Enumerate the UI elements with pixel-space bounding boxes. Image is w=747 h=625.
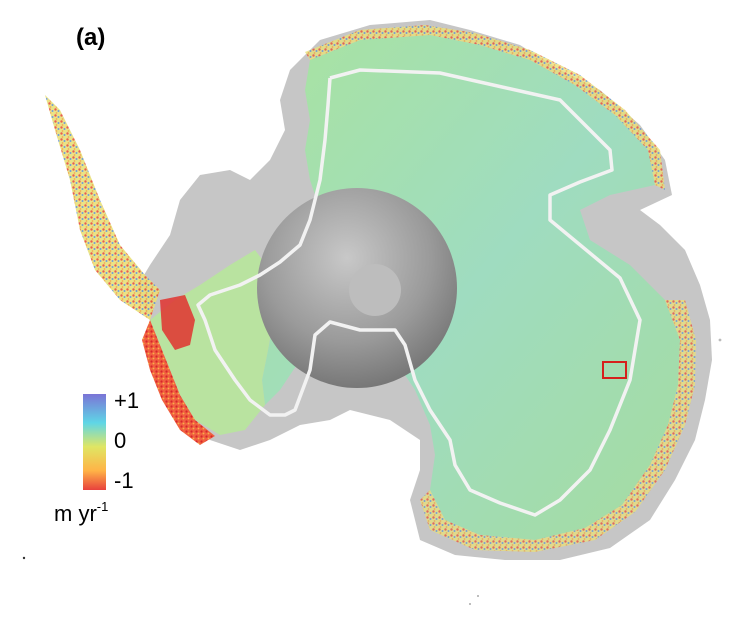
pole-inner-circle [349,264,401,316]
colorbar-units: m yr-1 [54,500,108,525]
amundsen-red-patch [160,295,195,350]
colorbar-min-label: -1 [114,468,134,493]
east-coast-speckle [305,25,665,190]
island-dot [477,595,479,597]
colorbar-gradient [83,394,106,490]
west-coast-red-thinning [142,320,215,445]
colorbar-units-base: m yr [54,501,97,526]
colorbar-units-exponent: -1 [96,499,109,514]
island-dot [718,338,722,342]
panel-label: (a) [76,24,106,51]
colorbar-mid-label: 0 [114,428,127,453]
region-selection-box [602,361,627,379]
colorbar [83,394,106,490]
antarctic-peninsula [45,95,160,320]
island-dot [22,556,26,560]
colorbar-max-label: +1 [114,388,140,413]
east-antarctica-velocity-field [262,35,680,540]
island-dot [469,603,471,605]
east-coast-speckle-2 [420,300,696,552]
drainage-boundary-line [196,68,642,517]
